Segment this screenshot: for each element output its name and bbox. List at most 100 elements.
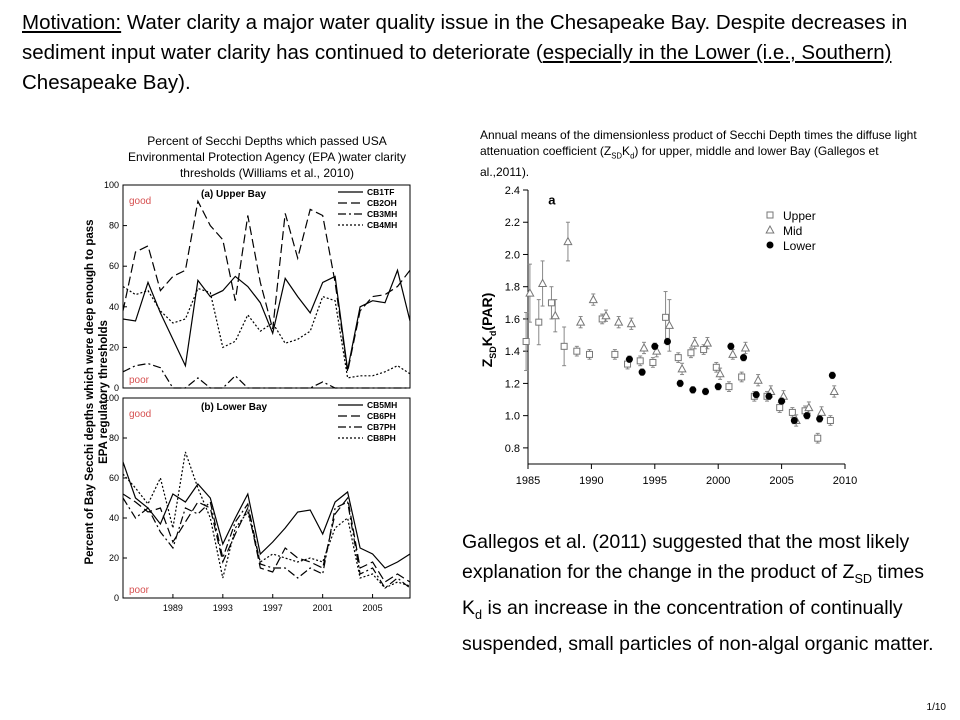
lower-bay-legend-label: CB6PH xyxy=(367,411,396,421)
scatter-point-mid xyxy=(626,318,636,328)
upper-bay-y-tick-label: 80 xyxy=(109,221,119,231)
scatter-point-lower xyxy=(727,342,735,350)
scatter-point-mid xyxy=(614,317,624,326)
scatter-legend-marker-lower xyxy=(766,241,774,249)
lower-bay-x-tick-label: 1989 xyxy=(163,603,183,613)
lower-bay-poor-label: poor xyxy=(129,585,150,596)
scatter-x-tick-label: 1995 xyxy=(643,475,667,487)
scatter-point-mid xyxy=(563,236,573,246)
scatter-point-mid xyxy=(829,386,839,395)
lower-bay-y-tick-label: 20 xyxy=(109,553,119,563)
gallegos-sub2: d xyxy=(475,607,483,622)
page-number: 1/10 xyxy=(926,702,946,713)
motivation-emphasis: especially in the Lower (i.e., Southern) xyxy=(542,41,892,64)
scatter-y-axis-label: ZSDKd(PAR) xyxy=(479,293,498,368)
upper-bay-poor-label: poor xyxy=(129,375,150,386)
scatter-point-upper xyxy=(649,358,657,366)
lower-bay-y-tick-label: 100 xyxy=(104,393,119,403)
scatter-point-lower xyxy=(803,412,811,420)
scatter-y-tick-label: 2.2 xyxy=(505,217,520,229)
scatter-point-lower xyxy=(752,391,760,399)
upper-bay-legend-label: CB3MH xyxy=(367,209,397,219)
scatter-point-upper xyxy=(611,350,619,358)
lower-bay-x-tick-label: 1997 xyxy=(263,603,283,613)
scatter-legend-label: Mid xyxy=(783,224,802,238)
scatter-y-label-part: d xyxy=(488,331,498,337)
scatter-point-upper xyxy=(674,354,682,362)
scatter-point-mid xyxy=(728,349,738,358)
scatter-y-tick-label: 2.0 xyxy=(505,249,520,261)
scatter-x-tick-label: 1990 xyxy=(579,475,603,487)
lower-bay-series-cb7ph xyxy=(122,497,411,589)
scatter-point-lower xyxy=(651,342,659,350)
scatter-point-upper xyxy=(535,318,543,326)
scatter-point-lower xyxy=(689,386,697,394)
scatter-point-lower xyxy=(663,338,671,346)
scatter-y-tick-label: 1.0 xyxy=(505,411,520,423)
scatter-point-upper xyxy=(776,404,784,412)
scatter-y-label-part: SD xyxy=(488,346,498,359)
upper-bay-series-cb1tf xyxy=(122,268,411,370)
scatter-point-mid xyxy=(575,317,586,326)
lower-bay-y-tick-label: 60 xyxy=(109,473,119,483)
scatter-point-upper xyxy=(700,346,708,354)
scatter-point-upper xyxy=(788,408,796,416)
scatter-point-lower xyxy=(778,397,786,405)
scatter-point-mid xyxy=(588,294,598,304)
right-caption-sub1: SD xyxy=(611,151,623,161)
scatter-point-upper xyxy=(585,350,593,358)
scatter-x-tick-label: 2005 xyxy=(769,475,793,487)
scatter-point-mid xyxy=(715,368,725,378)
motivation-label: Motivation: xyxy=(22,11,122,34)
left-y-axis-label-1: Percent of Bay Secchi depths which were … xyxy=(84,219,96,564)
upper-bay-y-tick-label: 40 xyxy=(109,302,119,312)
scatter-point-mid xyxy=(816,407,827,416)
scatter-point-upper xyxy=(662,313,670,321)
upper-bay-y-tick-label: 100 xyxy=(104,180,119,190)
scatter-point-mid xyxy=(753,375,763,384)
upper-bay-series-cb3mh xyxy=(122,362,410,389)
scatter-point-mid xyxy=(550,310,560,320)
scatter-point-upper xyxy=(725,383,733,391)
right-chart-caption: Annual means of the dimensionless produc… xyxy=(480,127,920,180)
lower-bay-title: (b) Lower Bay xyxy=(201,402,268,413)
upper-bay-legend-label: CB2OH xyxy=(367,198,397,208)
gallegos-t1: Gallegos et al. (2011) suggested that th… xyxy=(462,531,910,583)
scatter-point-upper xyxy=(814,434,822,442)
lower-bay-x-tick-label: 2001 xyxy=(313,603,333,613)
scatter-point-mid xyxy=(652,346,662,355)
gallegos-text: Gallegos et al. (2011) suggested that th… xyxy=(462,528,942,660)
lower-bay-x-tick-label: 1993 xyxy=(213,603,233,613)
scatter-point-mid xyxy=(740,342,751,352)
scatter-point-mid xyxy=(702,338,713,347)
right-caption-pre: Annual means of the dimensionless produc… xyxy=(480,128,917,158)
scatter-y-label-part: (PAR) xyxy=(479,293,495,331)
scatter-point-mid xyxy=(601,310,611,320)
scatter-legend-marker-upper xyxy=(766,211,774,219)
scatter-point-upper xyxy=(560,342,568,350)
scatter-y-label-part: Z xyxy=(479,358,495,367)
scatter-point-mid xyxy=(525,288,535,297)
upper-bay-series-cb4mh xyxy=(122,285,411,379)
scatter-y-tick-label: 1.2 xyxy=(505,378,520,390)
gallegos-sub1: SD xyxy=(854,571,873,586)
lower-bay-series-cb5mh xyxy=(122,461,411,569)
upper-bay-y-tick-label: 0 xyxy=(114,383,119,393)
upper-bay-y-tick-label: 20 xyxy=(109,342,119,352)
upper-bay-legend-label: CB4MH xyxy=(367,220,397,230)
scatter-point-lower xyxy=(765,392,773,400)
scatter-point-lower xyxy=(676,379,684,387)
scatter-point-upper xyxy=(738,373,746,381)
scatter-legend-label: Upper xyxy=(783,209,816,223)
scatter-point-lower xyxy=(828,371,836,379)
scatter-point-mid xyxy=(664,320,675,329)
upper-bay-series-cb2oh xyxy=(122,199,411,372)
scatter-y-tick-label: 1.6 xyxy=(505,314,520,326)
left-chart-caption: Percent of Secchi Depths which passed US… xyxy=(128,134,406,180)
scatter-legend-label: Lower xyxy=(783,239,816,253)
lower-bay-y-tick-label: 80 xyxy=(109,433,119,443)
scatter-point-upper xyxy=(712,363,720,371)
scatter-y-tick-label: 0.8 xyxy=(505,443,520,455)
scatter-point-lower xyxy=(816,415,824,423)
